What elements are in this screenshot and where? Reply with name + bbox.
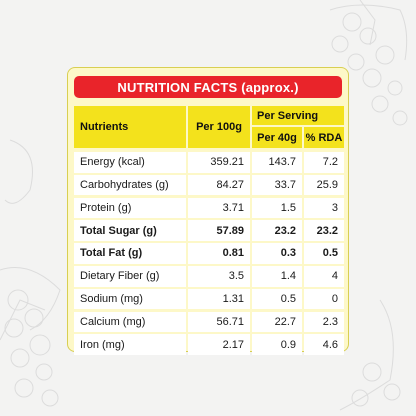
per-100g-value: 84.27 (188, 174, 250, 196)
nutrition-facts-card: NUTRITION FACTS (approx.) Nutrients Per … (67, 67, 349, 355)
per-40g-value: 1.5 (252, 197, 302, 219)
nutrient-name: Iron (mg) (74, 334, 186, 355)
rda-value: 2.3 (304, 311, 344, 333)
nutrient-name: Sodium (mg) (74, 288, 186, 310)
per-40g-value: 1.4 (252, 266, 302, 287)
per-100g-value: 57.89 (188, 220, 250, 241)
rda-value: 4 (304, 266, 344, 287)
rda-value: 23.2 (304, 220, 344, 241)
nutrient-name: Total Fat (g) (74, 243, 186, 264)
nutrient-name: Carbohydrates (g) (74, 174, 186, 196)
per-100g-value: 56.71 (188, 311, 250, 333)
nutrients-header: Nutrients (74, 106, 186, 148)
per-40g-value: 143.7 (252, 152, 302, 173)
per-40g-header: Per 40g (252, 127, 302, 148)
per-100g-header: Per 100g (188, 106, 250, 148)
per-40g-value: 33.7 (252, 174, 302, 196)
per-40g-value: 0.5 (252, 288, 302, 310)
per-serving-header: Per Serving (252, 106, 344, 125)
per-100g-value: 0.81 (188, 243, 250, 264)
rda-value: 7.2 (304, 152, 344, 173)
per-100g-value: 359.21 (188, 152, 250, 173)
nutrient-name: Total Sugar (g) (74, 220, 186, 241)
per-100g-value: 1.31 (188, 288, 250, 310)
per-40g-value: 0.9 (252, 334, 302, 355)
rda-header: % RDA (304, 127, 344, 148)
rda-value: 0 (304, 288, 344, 310)
rda-value: 0.5 (304, 243, 344, 264)
rda-value: 3 (304, 197, 344, 219)
per-40g-value: 23.2 (252, 220, 302, 241)
rda-value: 4.6 (304, 334, 344, 355)
per-40g-value: 0.3 (252, 243, 302, 264)
nutrient-name: Protein (g) (74, 197, 186, 219)
per-100g-value: 2.17 (188, 334, 250, 355)
nutrient-name: Energy (kcal) (74, 152, 186, 173)
nutrition-title: NUTRITION FACTS (approx.) (74, 76, 342, 98)
nutrient-name: Calcium (mg) (74, 311, 186, 333)
per-100g-value: 3.5 (188, 266, 250, 287)
rda-value: 25.9 (304, 174, 344, 196)
per-40g-value: 22.7 (252, 311, 302, 333)
nutrient-name: Dietary Fiber (g) (74, 266, 186, 287)
per-100g-value: 3.71 (188, 197, 250, 219)
